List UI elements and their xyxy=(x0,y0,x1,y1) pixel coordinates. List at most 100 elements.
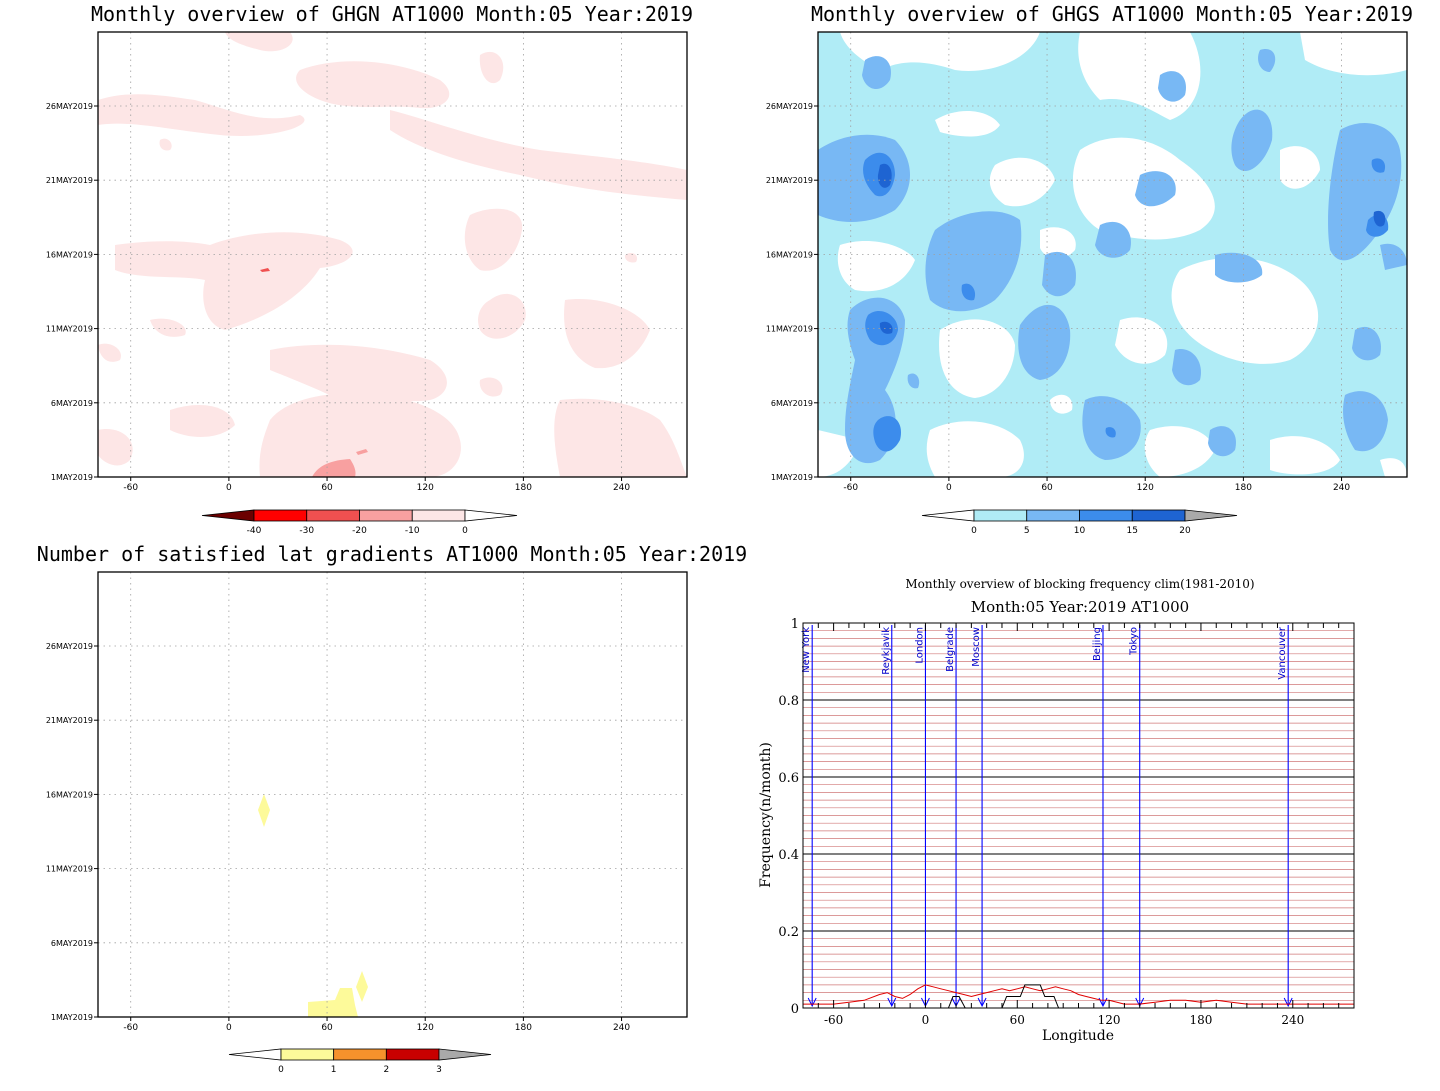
city-label: Tokyo xyxy=(1129,627,1140,656)
colorbar-label: -30 xyxy=(299,526,314,536)
x-tick-label: -60 xyxy=(123,1023,138,1033)
colorbar-segment xyxy=(306,509,360,522)
blocking-title: Monthly overview of blocking frequency c… xyxy=(905,577,1254,591)
x-tick-label: 180 xyxy=(1235,483,1252,493)
x-tick-label: 180 xyxy=(515,1023,532,1033)
ghgn-x-ticks: -60 0 60 120 180 240 xyxy=(123,477,630,493)
y-tick-label: 0 xyxy=(791,1002,799,1017)
ghgs-x-ticks: -60 0 60 120 180 240 xyxy=(843,477,1350,493)
blocking-y-label: Frequency(n/month) xyxy=(758,742,774,888)
panel-lat-gradients: Number of satisfied lat gradients AT1000… xyxy=(37,542,747,1075)
panel-ghgn-title: Monthly overview of GHGN AT1000 Month:05… xyxy=(91,2,693,26)
y-tick-label: 21MAY2019 xyxy=(46,176,93,185)
city-marker-arrow xyxy=(807,997,817,1008)
colorbar-triangle-high xyxy=(1184,509,1238,522)
blocking-series xyxy=(803,984,1354,1009)
x-tick-label: 120 xyxy=(1098,1013,1121,1027)
y-tick-label: 11MAY2019 xyxy=(46,865,93,874)
colorbar-label: -20 xyxy=(352,526,367,536)
y-tick-label: 6MAY2019 xyxy=(771,399,813,408)
ghgs-y-ticks: 1MAY2019 6MAY2019 11MAY2019 16MAY2019 21MAY2… xyxy=(766,102,818,482)
lat-gradients-x-ticks: -60 0 60 120 180 240 xyxy=(123,1017,630,1033)
x-tick-label: 180 xyxy=(515,483,532,493)
panel-ghgs-title: Monthly overview of GHGS AT1000 Month:05… xyxy=(811,2,1413,26)
blocking-x-label: Longitude xyxy=(1042,1028,1114,1044)
x-tick-label: 120 xyxy=(1137,483,1154,493)
colorbar-label: 20 xyxy=(1179,526,1191,536)
colorbar-segment xyxy=(333,1048,387,1061)
colorbar-label: 15 xyxy=(1127,526,1138,536)
x-tick-label: 60 xyxy=(321,483,333,493)
y-tick-label: 0.8 xyxy=(778,694,799,709)
y-tick-label: 1MAY2019 xyxy=(771,473,813,482)
city-marker-arrow xyxy=(887,997,897,1008)
colorbar-segment xyxy=(280,1048,335,1061)
x-tick-label: 180 xyxy=(1189,1013,1212,1027)
colorbar-label: -10 xyxy=(405,526,420,536)
city-label: Belgrade xyxy=(945,627,956,672)
city-label: Reykjavik xyxy=(881,627,892,675)
x-tick-label: 240 xyxy=(1333,483,1350,493)
y-tick-label: 16MAY2019 xyxy=(46,250,93,259)
ghgs-colorbar: 0 5 10 15 20 xyxy=(921,509,1238,536)
colorbar-segment xyxy=(385,1048,440,1061)
colorbar-label: 0 xyxy=(462,526,468,536)
y-tick-label: 16MAY2019 xyxy=(46,790,93,799)
series-line xyxy=(803,984,1354,1005)
y-tick-label: 0.2 xyxy=(778,925,799,940)
ghgn-colorbar: -40 -30 -20 -10 0 xyxy=(201,509,518,536)
colorbar-segment xyxy=(1026,509,1080,522)
blocking-axes: 0 0.2 0.4 0.6 0.8 1 -60 0 60 120 180 240 xyxy=(778,617,1340,1027)
colorbar-label: 0 xyxy=(971,526,977,536)
colorbar-segment xyxy=(253,509,308,522)
colorbar-segment xyxy=(359,509,413,522)
colorbar-label: -40 xyxy=(247,526,262,536)
city-marker-arrow xyxy=(1283,997,1293,1008)
blocking-grid xyxy=(803,630,1354,1001)
y-tick-label: 1MAY2019 xyxy=(51,473,93,482)
x-tick-label: -60 xyxy=(123,483,138,493)
colorbar-segment xyxy=(1131,509,1186,522)
x-tick-label: -60 xyxy=(824,1013,843,1027)
y-tick-label: 16MAY2019 xyxy=(766,250,813,259)
x-tick-label: 120 xyxy=(417,1023,434,1033)
series-line xyxy=(803,984,1354,1009)
colorbar-triangle-high xyxy=(438,1048,492,1061)
x-tick-label: 0 xyxy=(922,1013,930,1027)
colorbar-triangle-high xyxy=(464,509,518,522)
x-tick-label: 60 xyxy=(321,1023,333,1033)
colorbar-label: 10 xyxy=(1074,526,1086,536)
ghgn-y-ticks: 1MAY2019 6MAY2019 11MAY2019 16MAY2019 21MAY2… xyxy=(46,102,98,482)
x-tick-label: 60 xyxy=(1041,483,1053,493)
colorbar-triangle-low xyxy=(201,509,255,522)
city-marker-arrow xyxy=(977,997,987,1008)
city-label: Moscow xyxy=(971,627,982,667)
blocking-city-markers: New York Reykjavik London Belgrade Moscow Bei… xyxy=(801,625,1293,1008)
y-tick-label: 11MAY2019 xyxy=(766,325,813,334)
colorbar-triangle-low xyxy=(921,509,975,522)
x-tick-label: 120 xyxy=(417,483,434,493)
y-tick-label: 6MAY2019 xyxy=(51,939,93,948)
x-tick-label: 240 xyxy=(613,483,630,493)
y-tick-label: 1MAY2019 xyxy=(51,1013,93,1022)
x-tick-label: 0 xyxy=(226,483,232,493)
x-tick-label: 60 xyxy=(1010,1013,1025,1027)
lat-gradients-y-ticks: 1MAY2019 6MAY2019 11MAY2019 16MAY2019 21MAY2… xyxy=(46,642,98,1022)
y-tick-label: 26MAY2019 xyxy=(46,642,93,651)
city-label: Vancouver xyxy=(1277,626,1288,680)
y-tick-label: 6MAY2019 xyxy=(51,399,93,408)
colorbar-segment xyxy=(411,509,466,522)
ghgn-grid xyxy=(98,32,687,477)
colorbar-label: 2 xyxy=(383,1065,389,1075)
lat-gradients-colorbar: 0 1 2 3 xyxy=(228,1048,492,1075)
panel-ghgs: Monthly overview of GHGS AT1000 Month:05… xyxy=(766,2,1413,536)
colorbar-label: 0 xyxy=(278,1065,284,1075)
colorbar-label: 3 xyxy=(436,1065,442,1075)
x-tick-label: 0 xyxy=(946,483,952,493)
y-tick-label: 21MAY2019 xyxy=(766,176,813,185)
x-tick-label: -60 xyxy=(843,483,858,493)
y-tick-label: 11MAY2019 xyxy=(46,325,93,334)
city-label: Beijing xyxy=(1092,627,1103,661)
y-tick-label: 26MAY2019 xyxy=(46,102,93,111)
